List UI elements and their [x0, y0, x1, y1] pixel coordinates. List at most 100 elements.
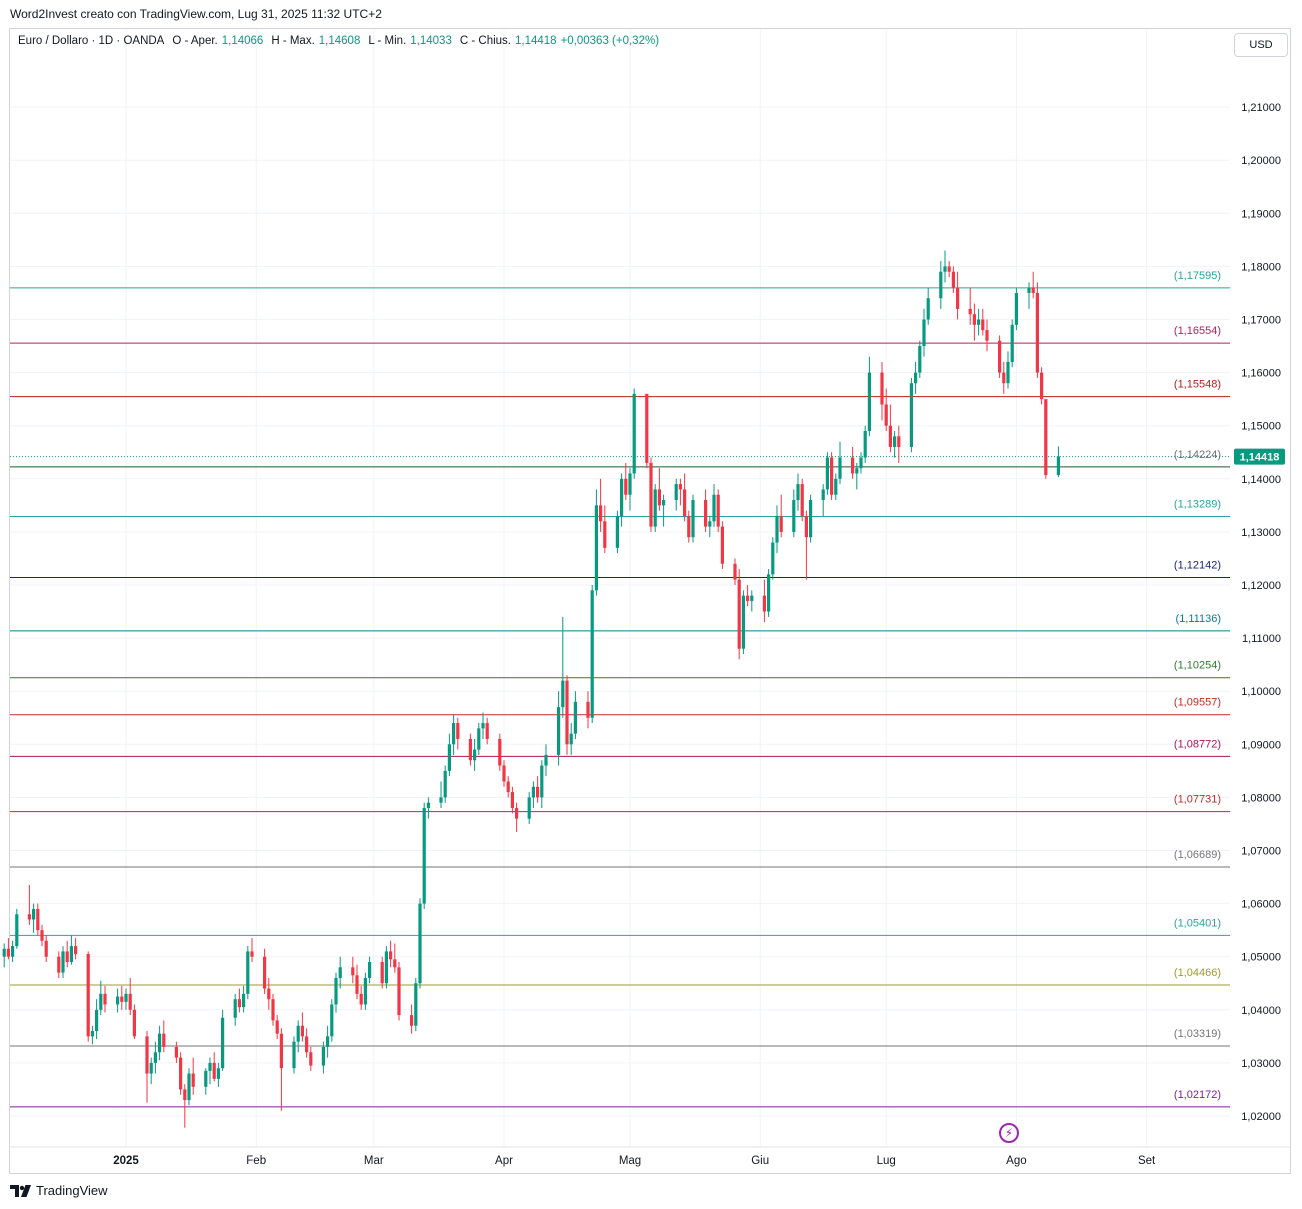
- candle-body[interactable]: [977, 319, 981, 325]
- candle-body[interactable]: [880, 372, 884, 405]
- candle-body[interactable]: [615, 515, 619, 548]
- candle-body[interactable]: [586, 701, 590, 718]
- candle-body[interactable]: [86, 954, 90, 1037]
- candle-body[interactable]: [1014, 292, 1018, 325]
- candle-body[interactable]: [132, 1009, 136, 1037]
- candle-body[interactable]: [536, 786, 540, 798]
- candle-body[interactable]: [69, 946, 73, 963]
- candle-body[interactable]: [1040, 372, 1044, 400]
- candle-body[interactable]: [204, 1070, 208, 1087]
- candle-body[interactable]: [44, 940, 48, 957]
- candle-body[interactable]: [208, 1062, 212, 1071]
- candle-body[interactable]: [632, 393, 636, 474]
- candle-body[interactable]: [687, 515, 691, 538]
- candle-body[interactable]: [800, 484, 804, 516]
- candle-body[interactable]: [355, 975, 359, 994]
- candle-body[interactable]: [897, 436, 901, 447]
- candle-body[interactable]: [515, 808, 519, 819]
- candle-body[interactable]: [309, 1052, 313, 1066]
- candle-body[interactable]: [389, 951, 393, 960]
- candle-body[interactable]: [103, 993, 107, 1005]
- candle-body[interactable]: [321, 1046, 325, 1066]
- candle-body[interactable]: [380, 962, 384, 984]
- candle-body[interactable]: [384, 951, 388, 984]
- candle-body[interactable]: [985, 330, 989, 341]
- candle-body[interactable]: [981, 319, 985, 331]
- candle-body[interactable]: [468, 738, 472, 761]
- candle-body[interactable]: [1010, 324, 1014, 362]
- candle-body[interactable]: [502, 765, 506, 782]
- candle-body[interactable]: [36, 908, 40, 931]
- candle-body[interactable]: [447, 744, 451, 771]
- candle-body[interactable]: [179, 1057, 183, 1090]
- candle-body[interactable]: [128, 993, 132, 1010]
- candle-body[interactable]: [145, 1036, 149, 1074]
- candle-body[interactable]: [691, 500, 695, 538]
- candle-body[interactable]: [221, 1017, 225, 1069]
- candle-body[interactable]: [804, 515, 808, 538]
- candle-body[interactable]: [674, 484, 678, 501]
- candle-body[interactable]: [851, 457, 855, 474]
- candle-body[interactable]: [746, 595, 750, 601]
- candle-body[interactable]: [359, 993, 363, 1005]
- candle-body[interactable]: [414, 983, 418, 1026]
- candle-body[interactable]: [250, 951, 254, 957]
- candle-body[interactable]: [767, 574, 771, 612]
- candle-body[interactable]: [716, 494, 720, 527]
- candle-body[interactable]: [998, 340, 1002, 373]
- candle-body[interactable]: [233, 999, 237, 1018]
- candle-body[interactable]: [510, 792, 514, 809]
- candle-body[interactable]: [951, 271, 955, 288]
- candle-body[interactable]: [867, 372, 871, 432]
- candle-body[interactable]: [884, 404, 888, 426]
- candle-body[interactable]: [2, 948, 6, 957]
- candle-body[interactable]: [246, 951, 250, 994]
- candle-body[interactable]: [838, 457, 842, 479]
- candle-body[interactable]: [351, 967, 355, 976]
- candle-body[interactable]: [99, 993, 103, 1010]
- candle-body[interactable]: [397, 967, 401, 1016]
- candle-body[interactable]: [527, 797, 531, 819]
- candle-body[interactable]: [628, 473, 632, 495]
- candle-body[interactable]: [922, 319, 926, 347]
- candle-body[interactable]: [830, 457, 834, 495]
- candle-body[interactable]: [95, 1009, 99, 1032]
- candle-body[interactable]: [279, 1033, 283, 1069]
- candle-body[interactable]: [191, 1073, 195, 1087]
- candle-body[interactable]: [90, 1031, 94, 1037]
- candle-body[interactable]: [149, 1062, 153, 1074]
- candle-body[interactable]: [968, 308, 972, 315]
- candle-body[interactable]: [859, 457, 863, 469]
- candle-body[interactable]: [750, 595, 754, 601]
- candle-body[interactable]: [15, 914, 19, 947]
- candle-body[interactable]: [775, 515, 779, 543]
- candle-body[interactable]: [422, 808, 426, 904]
- candle-body[interactable]: [683, 489, 687, 516]
- candle-body[interactable]: [74, 946, 78, 955]
- candle-body[interactable]: [1006, 361, 1010, 384]
- candle-body[interactable]: [561, 680, 565, 708]
- candle-body[interactable]: [569, 733, 573, 745]
- candle-body[interactable]: [779, 515, 783, 532]
- candle-body[interactable]: [11, 946, 15, 957]
- candle-body[interactable]: [678, 484, 682, 490]
- candle-body[interactable]: [271, 999, 275, 1021]
- candle-body[interactable]: [590, 590, 594, 718]
- candle-body[interactable]: [443, 770, 447, 798]
- candle-body[interactable]: [926, 298, 930, 320]
- candle-body[interactable]: [708, 521, 712, 527]
- candle-body[interactable]: [61, 951, 65, 973]
- candle-body[interactable]: [1044, 399, 1048, 476]
- candle-body[interactable]: [292, 1041, 296, 1069]
- candle-body[interactable]: [653, 489, 657, 527]
- candle-body[interactable]: [65, 951, 69, 963]
- candle-body[interactable]: [183, 1089, 187, 1101]
- candle-body[interactable]: [599, 505, 603, 522]
- candle-body[interactable]: [27, 914, 31, 920]
- candle-body[interactable]: [237, 999, 241, 1008]
- candle-body[interactable]: [267, 988, 271, 1000]
- candle-body[interactable]: [943, 266, 947, 272]
- candle-body[interactable]: [506, 781, 510, 793]
- candle-body[interactable]: [116, 996, 120, 1005]
